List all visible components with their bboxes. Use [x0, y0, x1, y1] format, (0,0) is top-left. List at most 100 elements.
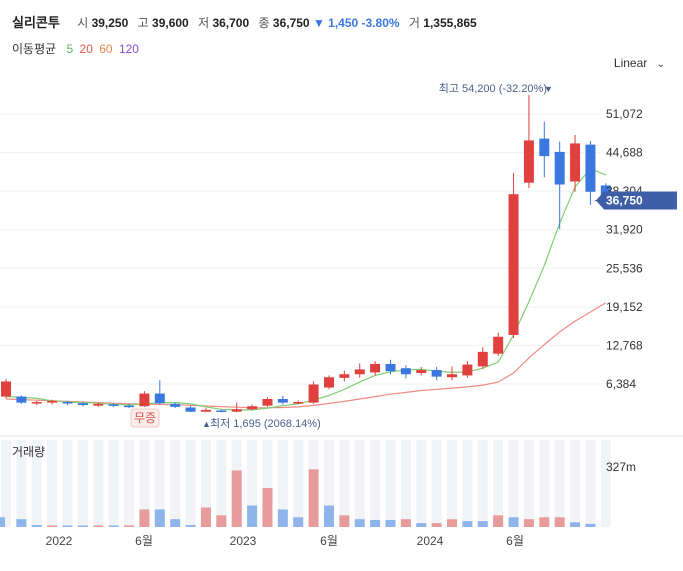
volume-bar	[323, 505, 334, 527]
chevron-down-icon: ⌄	[656, 59, 665, 70]
candle-body	[47, 400, 58, 403]
candle-body	[139, 393, 150, 407]
x-tick-label: 6월	[135, 534, 153, 548]
candle-body	[277, 399, 288, 403]
change-value: ▼ 1,450	[312, 16, 359, 30]
volume-column-bg	[277, 440, 288, 527]
volume-bar	[308, 469, 319, 527]
low-marker-icon: ▲	[202, 419, 211, 429]
volume-bar	[108, 525, 119, 527]
candle-body	[31, 402, 42, 404]
candle-body	[462, 364, 473, 376]
volume-column-bg	[508, 440, 519, 527]
volume-column-bg	[77, 440, 88, 527]
volume-bar	[385, 519, 396, 527]
volume-bar	[31, 525, 42, 527]
ma5-line	[5, 168, 607, 411]
candle-body	[1, 381, 11, 397]
candle-body	[200, 409, 211, 412]
candle-body	[16, 396, 27, 403]
volume-column-bg	[523, 440, 534, 527]
candle-body	[585, 144, 596, 192]
candle-body	[339, 374, 350, 378]
volume-column-bg	[570, 440, 581, 527]
volume-bar	[47, 525, 58, 527]
moving-average-lines	[5, 168, 607, 411]
annotations: 36,750 최고 54,200 (-32.20%)▼ ▲ 최저 1,695 (206…	[12, 82, 677, 459]
candle-body	[523, 140, 534, 183]
candle-body	[247, 406, 258, 410]
candle-body	[262, 399, 273, 406]
volume-bar	[139, 509, 150, 527]
volume-bar	[185, 525, 196, 527]
volume-column-bg	[124, 440, 135, 527]
volume-bar	[293, 517, 304, 527]
change-pct: -3.80%	[361, 16, 400, 30]
y-tick-label: 51,072	[606, 107, 643, 121]
volume-column-bg	[293, 440, 304, 527]
candle-body	[539, 138, 550, 157]
candle-body	[570, 143, 581, 182]
volume-column-bg	[154, 440, 165, 527]
volume-bar	[339, 515, 350, 527]
close-label: 종	[258, 16, 270, 30]
volume-bar	[539, 517, 550, 527]
ma-5-label[interactable]: 5	[66, 42, 74, 56]
candle-body	[385, 363, 396, 372]
volume-bar	[16, 519, 27, 527]
candle-body	[508, 194, 519, 335]
volume-column-bg	[200, 440, 211, 527]
high-label: 고	[137, 16, 149, 30]
scale-selector[interactable]: Linear ⌄	[614, 56, 665, 70]
volume-bar	[0, 517, 5, 527]
ma-20-label[interactable]: 20	[79, 42, 93, 56]
ma-120-label[interactable]: 120	[118, 42, 139, 56]
volume-column-bg	[16, 440, 27, 527]
y-axis-ticks: 51,07244,68838,30431,92025,53619,15212,7…	[606, 107, 643, 474]
candle-body	[93, 403, 104, 406]
volume-column-bg	[323, 440, 334, 527]
candle-body	[447, 374, 458, 378]
volume-column-bg	[370, 440, 381, 527]
y-tick-label: 25,536	[606, 261, 643, 275]
volume-column-bg	[47, 440, 58, 527]
volume-bar	[262, 488, 273, 527]
y-tick-label: 44,688	[606, 146, 643, 160]
volume-column-bg	[493, 440, 504, 527]
volume-value: 1,355,865	[423, 16, 477, 30]
volume-bar	[477, 521, 488, 527]
low-label: 저	[198, 16, 210, 30]
y-tick-label: 12,768	[606, 338, 643, 352]
low-annotation: 최저 1,695 (2068.14%)	[210, 417, 321, 430]
volume-column-bg	[431, 440, 442, 527]
volume-column-bg	[216, 440, 227, 527]
moving-average-title: 이동평균	[12, 42, 57, 56]
volume-column-bg	[554, 440, 565, 527]
candle-body	[293, 402, 304, 404]
high-value: 39,600	[152, 16, 189, 30]
chart-grid	[0, 113, 683, 437]
candle-body	[62, 402, 73, 404]
x-tick-label: 2022	[46, 534, 73, 548]
open-label: 시	[77, 16, 89, 30]
volume-background	[1, 440, 611, 527]
candle-body	[431, 370, 442, 377]
volume-column-bg	[447, 440, 458, 527]
ma-60-label[interactable]: 60	[99, 42, 113, 56]
volume-bar	[570, 522, 581, 527]
low-value: 36,700	[212, 16, 250, 30]
volume-column-bg	[400, 440, 411, 527]
x-axis-ticks: 2022 6월 2023 6월 2024 6월	[46, 534, 524, 548]
ma20-line	[5, 302, 607, 409]
moving-average-legend: 이동평균 5 20 60 120	[12, 40, 139, 57]
x-tick-label: 6월	[506, 534, 524, 548]
volume-bar	[170, 519, 181, 527]
candle-body	[323, 377, 334, 388]
volume-bar	[93, 525, 104, 527]
volume-bar	[77, 525, 88, 527]
volume-bar	[216, 515, 227, 527]
volume-column-bg	[247, 440, 258, 527]
x-tick-label: 2023	[230, 534, 257, 548]
candles	[1, 95, 611, 413]
